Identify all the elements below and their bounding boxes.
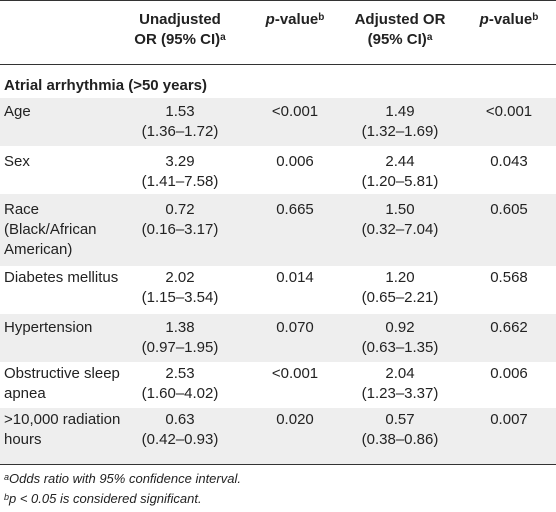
table-row: Obstructive sleep apnea 2.53 (1.60–4.02) <…	[0, 362, 556, 408]
row-label: Obstructive sleep apnea	[4, 365, 120, 402]
unadjusted-or-cell: 3.29 (1.41–7.58)	[141, 153, 219, 190]
header-unadjusted-or: Unadjusted OR (95% CI)a	[134, 11, 226, 48]
table-row: Sex 3.29 (1.41–7.58) 0.006 2.44 (1.20–5.81…	[0, 146, 556, 194]
adjusted-or-cell: 0.57 (0.38–0.86)	[361, 411, 439, 448]
unadjusted-or-cell: 0.63 (0.42–0.93)	[141, 411, 219, 448]
adjusted-or-cell: 1.50 (0.32–7.04)	[361, 201, 439, 238]
row-label: Diabetes mellitus	[4, 269, 119, 286]
p-value-cell: 0.007	[490, 411, 528, 428]
p-value-cell: 0.014	[276, 269, 314, 286]
top-rule	[0, 0, 556, 1]
p-value-cell: <0.001	[271, 103, 319, 120]
bottom-rule	[0, 464, 556, 465]
table-row: Age 1.53 (1.36–1.72) <0.001 1.49 (1.32–1.6…	[0, 98, 556, 146]
row-label: Age	[4, 103, 31, 120]
unadjusted-or-cell: 0.72 (0.16–3.17)	[141, 201, 219, 238]
p-value-cell: 0.568	[490, 269, 528, 286]
adjusted-or-cell: 2.04 (1.23–3.37)	[361, 365, 439, 402]
p-value-cell: 0.043	[490, 153, 528, 170]
table-row: >10,000 radiation hours 0.63 (0.42–0.93) 0…	[0, 408, 556, 464]
p-value-cell: 0.662	[490, 319, 528, 336]
adjusted-or-cell: 2.44 (1.20–5.81)	[361, 153, 439, 190]
section-heading: Atrial arrhythmia (>50 years)	[4, 77, 208, 94]
p-value-cell: <0.001	[271, 365, 319, 382]
header-rule	[0, 64, 556, 65]
unadjusted-or-cell: 2.53 (1.60–4.02)	[141, 365, 219, 402]
header-p-value-1: p-valueb	[265, 11, 325, 28]
row-label: Sex	[4, 153, 30, 170]
p-value-cell: 0.006	[490, 365, 528, 382]
p-value-cell: 0.070	[276, 319, 314, 336]
header-p-value-2: p-valueb	[479, 11, 539, 28]
adjusted-or-cell: 1.49 (1.32–1.69)	[361, 103, 439, 140]
table-row: Diabetes mellitus 2.02 (1.15–3.54) 0.014 …	[0, 266, 556, 314]
adjusted-or-cell: 1.20 (0.65–2.21)	[361, 269, 439, 306]
table-row: Race (Black/African American) 0.72 (0.16–3.…	[0, 194, 556, 266]
header-adjusted-or: Adjusted OR (95% CI)a	[354, 11, 446, 48]
p-value-cell: 0.665	[276, 201, 314, 218]
unadjusted-or-cell: 1.53 (1.36–1.72)	[141, 103, 219, 140]
row-label: >10,000 radiation hours	[4, 411, 121, 448]
row-label: Race (Black/African American)	[4, 201, 97, 258]
table-row: Hypertension 1.38 (0.97–1.95) 0.070 0.92(…	[0, 314, 556, 362]
adjusted-or-cell: 0.92 (0.63–1.35)	[361, 319, 439, 356]
footnote-b: bp < 0.05 is considered significant.	[4, 491, 202, 506]
unadjusted-or-cell: 1.38 (0.97–1.95)	[141, 319, 219, 356]
p-value-cell: <0.001	[485, 103, 533, 120]
p-value-cell: 0.006	[276, 153, 314, 170]
footnote-a: aOdds ratio with 95% confidence interval…	[4, 471, 241, 486]
p-value-cell: 0.605	[490, 201, 528, 218]
p-value-cell: 0.020	[276, 411, 314, 428]
row-label: Hypertension	[4, 319, 93, 336]
unadjusted-or-cell: 2.02 (1.15–3.54)	[141, 269, 219, 306]
